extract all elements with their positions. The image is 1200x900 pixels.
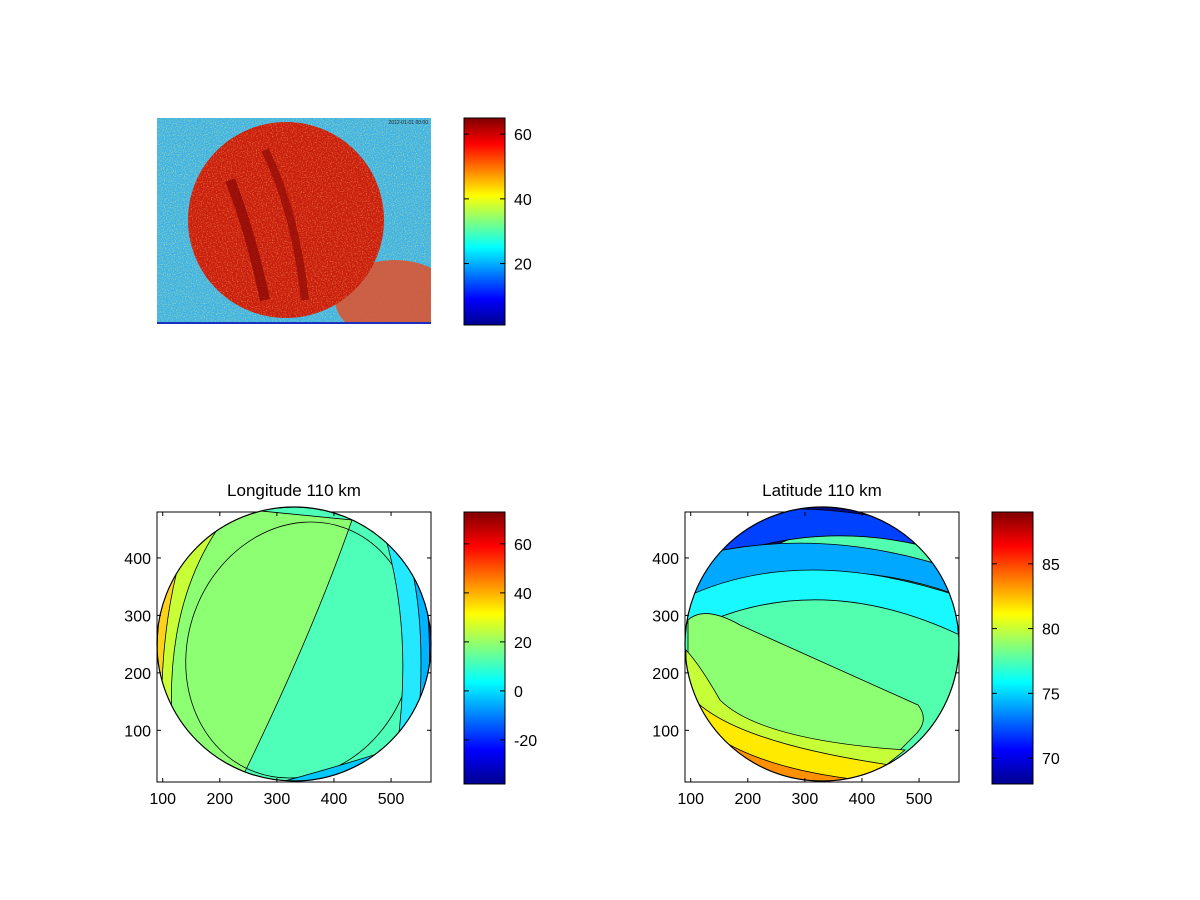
colorbar-tick-label: 0 bbox=[514, 684, 523, 701]
x-tick-label: 400 bbox=[849, 791, 876, 808]
colorbar-tick-label: 40 bbox=[514, 586, 532, 603]
raw-colorbar bbox=[463, 117, 506, 326]
x-tick-label: 300 bbox=[264, 791, 291, 808]
longitude-axis-ticks: 100 200 300 400 500 100 200 300 400 bbox=[124, 512, 431, 808]
colorbar-tick-label: 40 bbox=[514, 192, 532, 209]
latitude-colorbar bbox=[991, 511, 1034, 785]
colorbar-tick-label: 85 bbox=[1042, 557, 1060, 574]
raw-colorbar-ticks: 20 40 60 bbox=[464, 127, 532, 274]
y-tick-label: 100 bbox=[652, 723, 679, 740]
colorbar-tick-label: 60 bbox=[514, 127, 532, 144]
x-tick-label: 100 bbox=[677, 791, 704, 808]
y-tick-label: 200 bbox=[124, 666, 151, 683]
colorbar-tick-label: 20 bbox=[514, 635, 532, 652]
longitude-colorbar bbox=[463, 511, 506, 785]
x-tick-label: 200 bbox=[734, 791, 761, 808]
x-tick-label: 500 bbox=[378, 791, 405, 808]
y-tick-label: 300 bbox=[652, 608, 679, 625]
y-tick-label: 100 bbox=[124, 723, 151, 740]
x-tick-label: 100 bbox=[149, 791, 176, 808]
colorbar-tick-label: 60 bbox=[514, 537, 532, 554]
latitude-axis-ticks: 100 200 300 400 500 100 200 300 400 bbox=[652, 512, 959, 808]
colorbar-tick-label: -20 bbox=[514, 733, 537, 750]
longitude-colorbar-ticks: -20 0 20 40 60 bbox=[464, 537, 537, 750]
latitude-title: Latitude 110 km bbox=[762, 481, 882, 500]
colorbar-tick-label: 70 bbox=[1042, 751, 1060, 768]
raw-image: 2012-01-01 00:00 bbox=[157, 118, 431, 324]
colorbar-tick-label: 75 bbox=[1042, 686, 1060, 703]
colorbar-tick-label: 20 bbox=[514, 257, 532, 274]
y-tick-label: 400 bbox=[652, 551, 679, 568]
x-tick-label: 300 bbox=[792, 791, 819, 808]
longitude-panel: Longitude 110 km 100 200 300 400 50010020030… bbox=[124, 481, 537, 808]
y-tick-label: 400 bbox=[124, 551, 151, 568]
longitude-title: Longitude 110 km bbox=[227, 481, 361, 500]
x-tick-label: 200 bbox=[206, 791, 233, 808]
x-tick-label: 500 bbox=[906, 791, 933, 808]
y-tick-label: 200 bbox=[652, 666, 679, 683]
colorbar-tick-label: 80 bbox=[1042, 622, 1060, 639]
latitude-colorbar-ticks: 70 75 80 85 bbox=[992, 557, 1060, 768]
x-tick-label: 400 bbox=[321, 791, 348, 808]
raw-image-panel: 2012-01-01 00:00 20 40 60 bbox=[157, 117, 532, 326]
stamp-text: 2012-01-01 00:00 bbox=[389, 120, 429, 126]
latitude-panel: Latitude 110 km 100 200 300 400 500 100 200 300… bbox=[652, 481, 1060, 808]
y-tick-label: 300 bbox=[124, 608, 151, 625]
